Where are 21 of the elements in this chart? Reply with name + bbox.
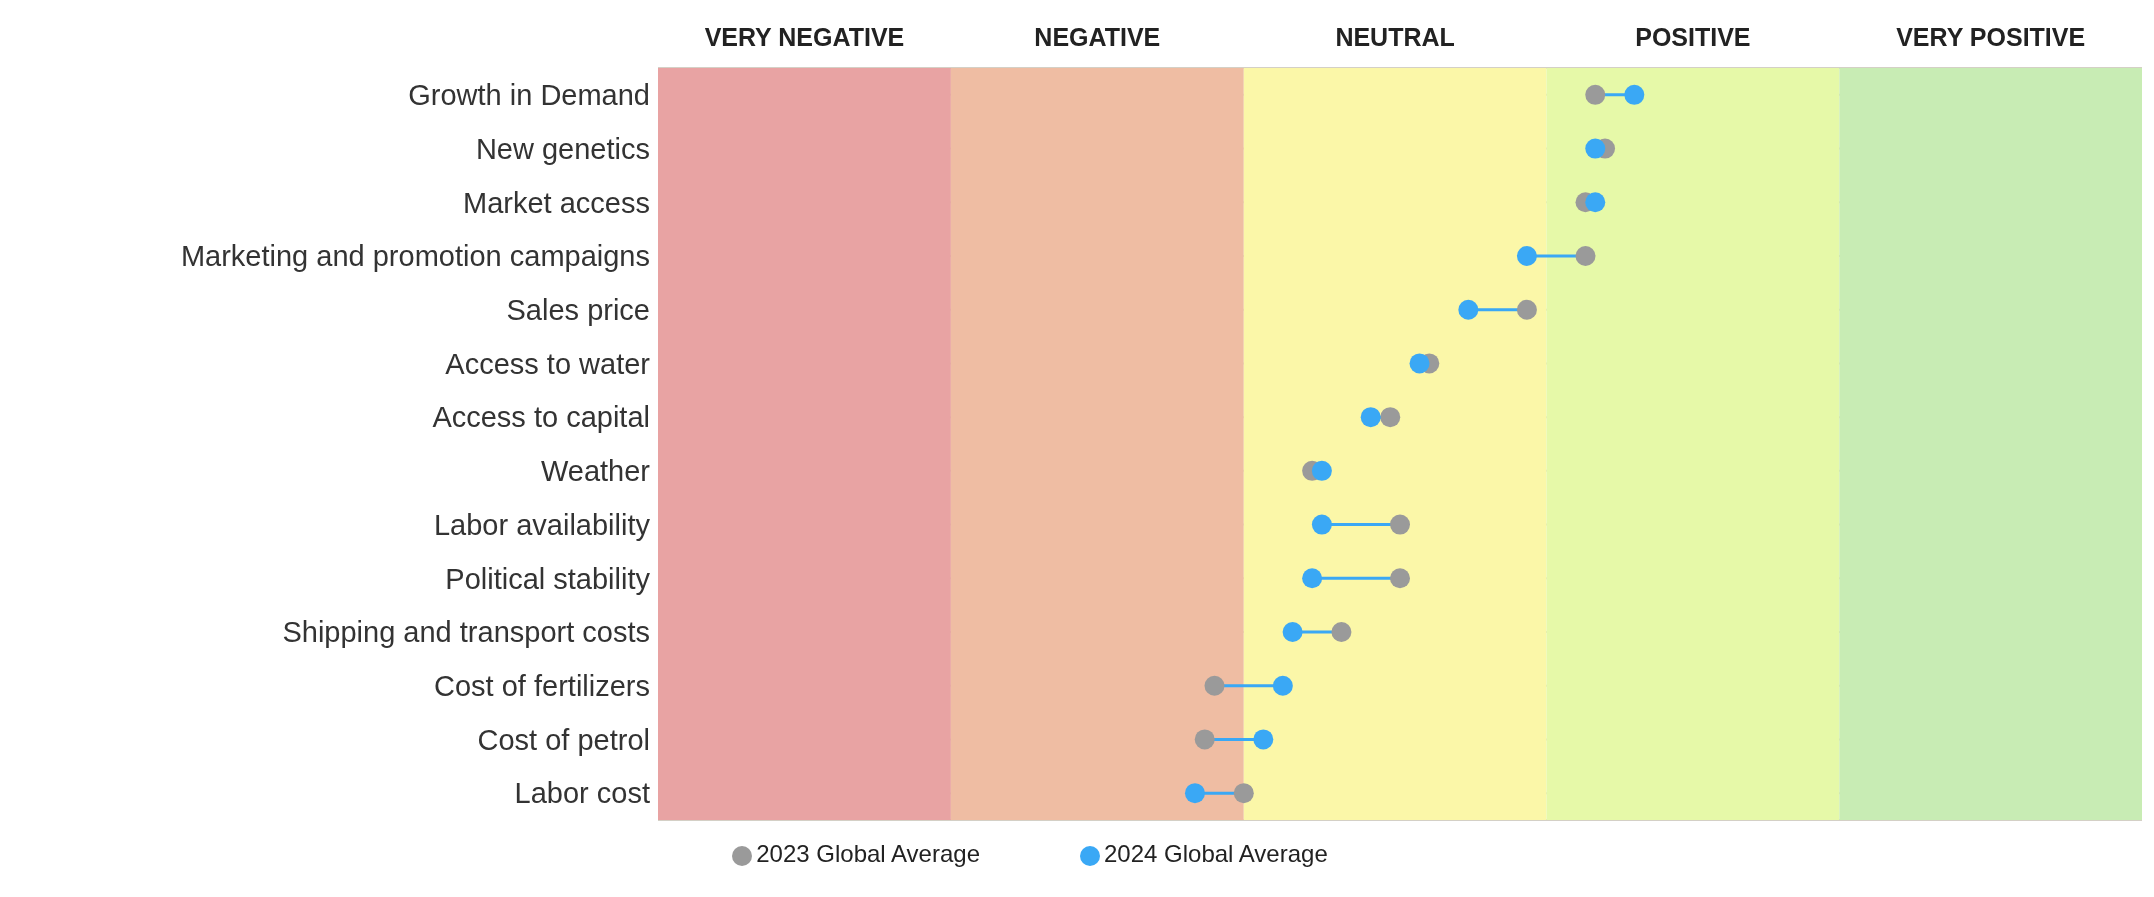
legend-label: 2023 Global Average bbox=[756, 840, 980, 867]
legend-label: 2024 Global Average bbox=[1104, 840, 1328, 867]
y-tick-label: Political stability bbox=[445, 562, 651, 595]
band-label: NEUTRAL bbox=[1335, 23, 1455, 51]
y-tick-label: Sales price bbox=[506, 294, 650, 327]
y-tick-label: Marketing and promotion campaigns bbox=[180, 240, 650, 273]
y-tick-label: Market access bbox=[463, 186, 650, 219]
y-tick-label: Cost of fertilizers bbox=[434, 670, 650, 703]
y-tick-label: Growth in Demand bbox=[408, 79, 650, 112]
band-label: VERY POSITIVE bbox=[1896, 23, 2086, 51]
y-tick-label: Access to capital bbox=[432, 401, 650, 434]
y-tick-label: Shipping and transport costs bbox=[282, 616, 650, 649]
y-tick-label: Cost of petrol bbox=[477, 723, 650, 756]
band-label: VERY NEGATIVE bbox=[704, 23, 905, 51]
y-tick-label: Labor cost bbox=[514, 777, 650, 810]
y-tick-label: New genetics bbox=[475, 132, 650, 165]
y-tick-label: Weather bbox=[540, 455, 651, 488]
y-tick-label: Labor availability bbox=[433, 508, 651, 541]
band-label: NEGATIVE bbox=[1034, 23, 1161, 51]
y-tick-label: Access to water bbox=[445, 347, 651, 380]
band-label: POSITIVE bbox=[1635, 23, 1751, 51]
